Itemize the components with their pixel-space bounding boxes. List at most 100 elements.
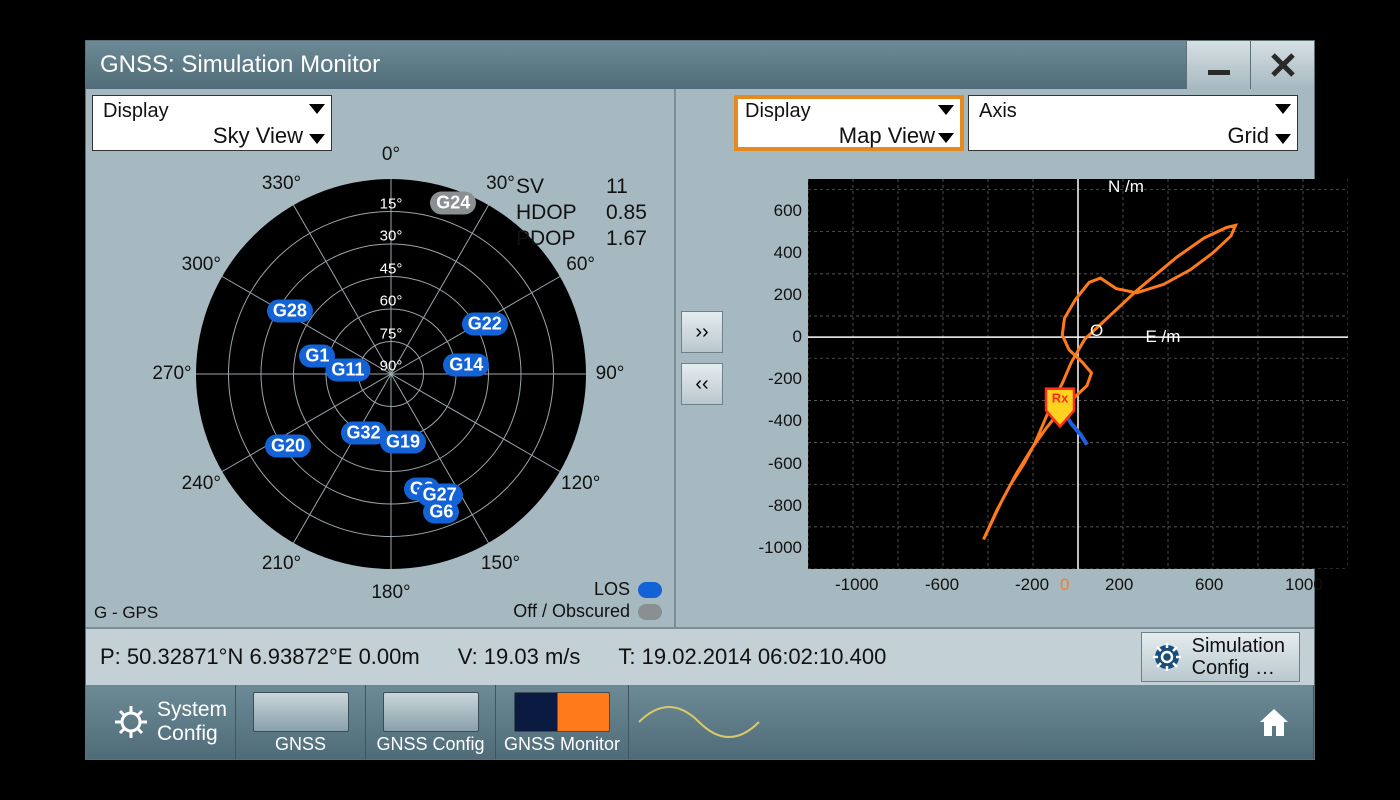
pager-prev-button[interactable]: ‹‹ bbox=[681, 363, 723, 405]
taskbar-thumbnail bbox=[514, 692, 610, 732]
gear-icon bbox=[1152, 642, 1182, 672]
dropdown-label: Display bbox=[745, 100, 935, 123]
chevron-down-icon bbox=[1275, 104, 1291, 114]
satellite-marker: G14 bbox=[443, 353, 489, 376]
dropdown-value: Sky View bbox=[103, 123, 303, 149]
map-origin-label: O bbox=[1090, 321, 1103, 341]
gear-icon bbox=[113, 704, 149, 740]
right-display-dropdown[interactable]: Display Map View bbox=[734, 95, 964, 151]
taskbar-item-label: GNSS Monitor bbox=[504, 734, 620, 755]
sim-config-label: Simulation Config … bbox=[1192, 635, 1285, 679]
satellite-marker: G20 bbox=[265, 435, 311, 458]
chevron-down-icon bbox=[309, 104, 325, 114]
legend-off-label: Off / Obscured bbox=[513, 601, 630, 622]
azimuth-label: 60° bbox=[566, 254, 595, 276]
sky-view-pane: Display Sky View 0° 30° 60° 90° 120° 150° 180°… bbox=[86, 89, 676, 627]
map-xtick: -1000 bbox=[835, 575, 878, 595]
dropdown-value: Grid bbox=[979, 123, 1269, 149]
azimuth-label: 300° bbox=[182, 254, 221, 276]
chevron-down-icon bbox=[938, 105, 954, 115]
legend-los-swatch bbox=[638, 582, 662, 598]
azimuth-label: 210° bbox=[262, 553, 301, 575]
map-ytick: -600 bbox=[758, 454, 802, 474]
stat-label-hdop: HDOP bbox=[516, 201, 577, 225]
minimize-icon bbox=[1204, 50, 1234, 80]
svg-text:Rx: Rx bbox=[1052, 391, 1069, 406]
system-tag: G - GPS bbox=[94, 603, 158, 623]
pager: ›› ‹‹ bbox=[676, 89, 728, 627]
taskbar-thumbnail bbox=[253, 692, 349, 732]
close-button[interactable] bbox=[1250, 41, 1314, 89]
elevation-label: 60° bbox=[380, 293, 403, 310]
satellite-marker: G28 bbox=[267, 299, 313, 322]
left-display-dropdown[interactable]: Display Sky View bbox=[92, 95, 332, 151]
elevation-label: 15° bbox=[380, 195, 403, 212]
taskbar-item-gnss-config[interactable]: GNSS Config bbox=[366, 685, 496, 759]
pager-next-button[interactable]: ›› bbox=[681, 311, 723, 353]
dropdown-value: Map View bbox=[745, 123, 935, 149]
map-view-pane: Display Map View Axis Grid Rx -1000 -600 -… bbox=[728, 89, 1314, 627]
elevation-label: 45° bbox=[380, 260, 403, 277]
chevron-down-icon bbox=[938, 133, 954, 143]
satellite-marker: G22 bbox=[462, 313, 508, 336]
system-config-button[interactable]: System Config bbox=[86, 685, 236, 759]
home-button[interactable] bbox=[1234, 685, 1314, 759]
status-position: P: 50.32871°N 6.93872°E 0.00m bbox=[100, 644, 420, 670]
stat-label-pdop: PDOP bbox=[516, 227, 576, 251]
azimuth-label: 150° bbox=[481, 553, 520, 575]
close-icon bbox=[1268, 50, 1298, 80]
stat-value-hdop: 0.85 bbox=[606, 201, 647, 225]
home-icon bbox=[1256, 704, 1292, 740]
azimuth-label: 240° bbox=[182, 473, 221, 495]
satellite-marker: G19 bbox=[380, 431, 426, 454]
satellite-marker: G24 bbox=[430, 191, 476, 214]
stat-value-sv: 11 bbox=[606, 175, 628, 199]
map-ytick: -1000 bbox=[758, 538, 802, 558]
map-xtick: 600 bbox=[1195, 575, 1223, 595]
legend-los-label: LOS bbox=[594, 579, 630, 600]
taskbar-wave-icon bbox=[629, 685, 769, 759]
stat-value-pdop: 1.67 bbox=[606, 227, 647, 251]
map-ytick: -800 bbox=[758, 496, 802, 516]
map-xtick: -600 bbox=[925, 575, 959, 595]
taskbar-item-label: GNSS bbox=[275, 734, 326, 755]
elevation-label: 90° bbox=[380, 358, 403, 375]
azimuth-label: 180° bbox=[371, 582, 410, 604]
azimuth-label: 0° bbox=[382, 144, 400, 166]
azimuth-label: 270° bbox=[152, 363, 191, 385]
map-ytick: -400 bbox=[758, 411, 802, 431]
elevation-label: 75° bbox=[380, 325, 403, 342]
taskbar-item-gnss[interactable]: GNSS bbox=[236, 685, 366, 759]
map-ytick: 0 bbox=[758, 327, 802, 347]
azimuth-label: 120° bbox=[561, 473, 600, 495]
window-title: GNSS: Simulation Monitor bbox=[100, 51, 1186, 79]
map-xtick: 1000 bbox=[1285, 575, 1323, 595]
map-ylabel: N /m bbox=[1108, 177, 1144, 197]
elevation-label: 30° bbox=[380, 228, 403, 245]
dropdown-label: Display bbox=[103, 100, 303, 123]
simulation-config-button[interactable]: Simulation Config … bbox=[1141, 632, 1300, 682]
title-bar: GNSS: Simulation Monitor bbox=[86, 41, 1314, 89]
map-canvas: Rx bbox=[808, 179, 1348, 569]
chevron-down-icon bbox=[309, 134, 325, 144]
map-ytick: 200 bbox=[758, 285, 802, 305]
axis-dropdown[interactable]: Axis Grid bbox=[968, 95, 1298, 151]
map-ytick: -200 bbox=[758, 369, 802, 389]
chevron-down-icon bbox=[1275, 134, 1291, 144]
status-velocity: V: 19.03 m/s bbox=[458, 644, 581, 670]
minimize-button[interactable] bbox=[1186, 41, 1250, 89]
map-xtick: 0 bbox=[1060, 575, 1069, 595]
map-ytick: 400 bbox=[758, 243, 802, 263]
dropdown-label: Axis bbox=[979, 100, 1269, 123]
system-config-label: System Config bbox=[157, 698, 227, 746]
taskbar-item-gnss-monitor[interactable]: GNSS Monitor bbox=[496, 685, 629, 759]
taskbar-item-label: GNSS Config bbox=[376, 734, 484, 755]
status-bar: P: 50.32871°N 6.93872°E 0.00m V: 19.03 m… bbox=[86, 627, 1314, 687]
map-ytick: 600 bbox=[758, 201, 802, 221]
legend-off-swatch bbox=[638, 604, 662, 620]
legend-los: LOS bbox=[594, 579, 662, 600]
status-time: T: 19.02.2014 06:02:10.400 bbox=[618, 644, 886, 670]
stat-label-sv: SV bbox=[516, 175, 544, 199]
map-xtick: -200 bbox=[1015, 575, 1049, 595]
azimuth-label: 30° bbox=[486, 173, 515, 195]
